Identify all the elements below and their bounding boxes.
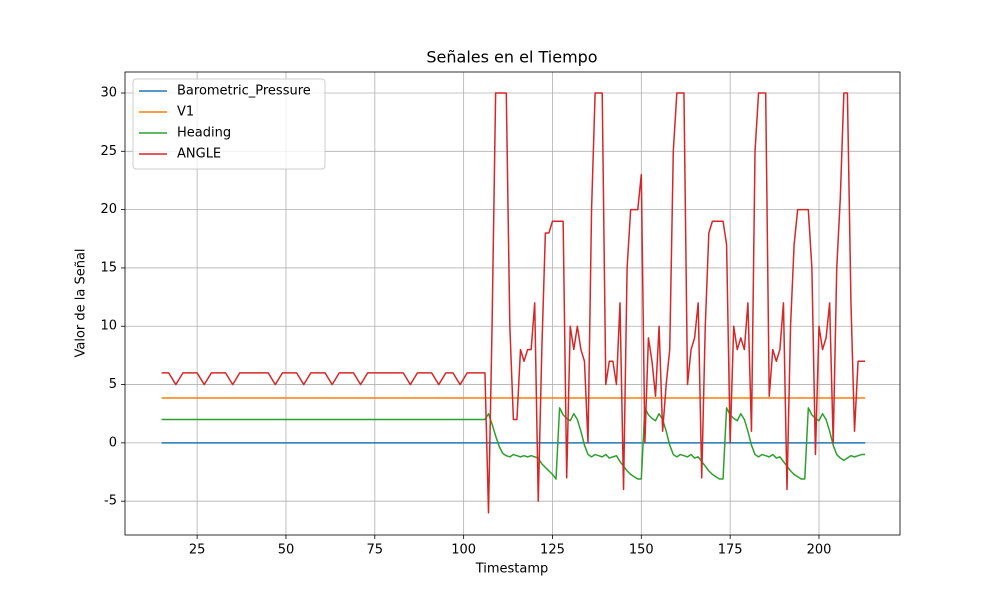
y-tick-label: 5 xyxy=(109,377,117,392)
x-tick-label: 50 xyxy=(278,543,295,558)
y-tick-label: 0 xyxy=(109,435,117,450)
x-tick-label: 150 xyxy=(629,543,654,558)
x-tick-label: 25 xyxy=(189,543,206,558)
legend-label: Heading xyxy=(177,126,231,141)
y-tick-label: 15 xyxy=(100,260,117,275)
x-axis-label: Timestamp xyxy=(475,562,549,577)
y-tick-label: -5 xyxy=(104,494,117,509)
x-tick-label: 200 xyxy=(807,543,832,558)
legend-box xyxy=(132,78,326,170)
y-tick-label: 30 xyxy=(100,85,117,100)
x-tick-label: 100 xyxy=(451,543,476,558)
x-tick-label: 125 xyxy=(540,543,565,558)
plot-frame xyxy=(124,71,901,536)
x-tick-label: 175 xyxy=(718,543,743,558)
series-line xyxy=(161,407,866,480)
x-tick-label: 75 xyxy=(367,543,384,558)
chart-title: Señales en el Tiempo xyxy=(426,48,597,67)
legend-label: V1 xyxy=(177,105,194,120)
legend-label: Barometric_Pressure xyxy=(177,84,311,99)
legend-label: ANGLE xyxy=(177,147,221,162)
series-line xyxy=(161,92,866,514)
y-tick-label: 10 xyxy=(100,319,117,334)
y-tick-label: 20 xyxy=(100,202,117,217)
y-tick-label: 25 xyxy=(100,144,117,159)
y-axis-label: Valor de la Señal xyxy=(74,248,89,357)
